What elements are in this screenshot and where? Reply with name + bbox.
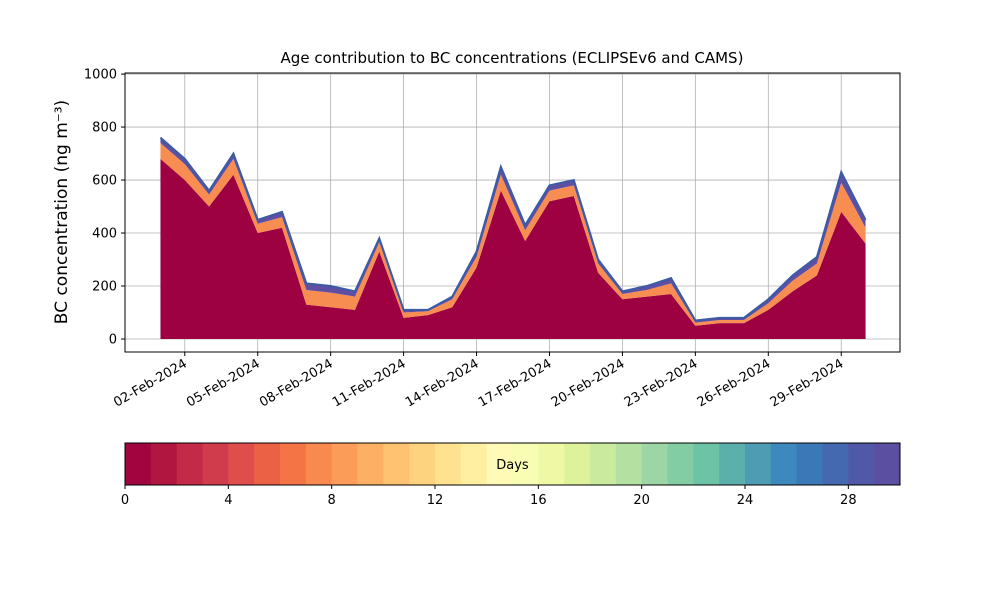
x-tick-label: 17-Feb-2024 bbox=[476, 356, 555, 410]
x-tick-label: 23-Feb-2024 bbox=[622, 356, 701, 410]
x-tick-label: 02-Feb-2024 bbox=[111, 356, 190, 410]
colorbar-swatch bbox=[770, 443, 798, 485]
colorbar-swatch bbox=[254, 443, 281, 485]
colorbar-tick-label: 4 bbox=[224, 493, 232, 508]
y-tick-label: 400 bbox=[92, 227, 117, 242]
colorbar-tick-label: 0 bbox=[121, 493, 129, 508]
colorbar-swatch bbox=[693, 443, 720, 485]
plot-frame bbox=[124, 72, 901, 353]
x-tick-label: 29-Feb-2024 bbox=[768, 356, 847, 410]
colorbar-swatch bbox=[280, 443, 307, 485]
colorbar-swatch bbox=[590, 443, 617, 485]
colorbar-swatch bbox=[848, 443, 875, 485]
colorbar-swatch bbox=[538, 443, 565, 485]
colorbar-tick-label: 20 bbox=[633, 493, 650, 508]
colorbar-swatch bbox=[512, 443, 539, 485]
colorbar-swatch bbox=[564, 443, 591, 485]
colorbar-swatch bbox=[305, 443, 333, 485]
colorbar-swatch bbox=[796, 443, 823, 485]
colorbar-swatch bbox=[202, 443, 229, 485]
total-outline bbox=[159, 136, 867, 322]
colorbar-swatch bbox=[150, 443, 178, 485]
colorbar-frame bbox=[124, 442, 901, 486]
colorbar-swatch bbox=[745, 443, 772, 485]
colorbar-tick-label: 24 bbox=[737, 493, 754, 508]
colorbar-swatch bbox=[176, 443, 203, 485]
colorbar-swatch bbox=[409, 443, 436, 485]
colorbar-swatch bbox=[228, 443, 255, 485]
colorbar-swatch bbox=[667, 443, 694, 485]
colorbar-swatch bbox=[383, 443, 410, 485]
x-tick-label: 20-Feb-2024 bbox=[549, 356, 628, 410]
colorbar-tick-label: 16 bbox=[530, 493, 547, 508]
y-tick-label: 600 bbox=[92, 174, 117, 189]
colorbar-label: Days bbox=[496, 458, 529, 473]
colorbar-swatch bbox=[435, 443, 462, 485]
x-tick-label: 26-Feb-2024 bbox=[695, 356, 774, 410]
colorbar-swatch bbox=[719, 443, 746, 485]
y-tick-label: 1000 bbox=[84, 68, 117, 83]
x-tick-label: 05-Feb-2024 bbox=[184, 356, 263, 410]
x-tick-label: 08-Feb-2024 bbox=[257, 356, 336, 410]
colorbar-tick-label: 8 bbox=[328, 493, 336, 508]
colorbar-swatch bbox=[641, 443, 668, 485]
y-tick-label: 800 bbox=[92, 121, 117, 136]
colorbar-swatch bbox=[822, 443, 849, 485]
colorbar-swatch bbox=[486, 443, 513, 485]
colorbar-swatch bbox=[615, 443, 643, 485]
area-layer bbox=[160, 158, 866, 340]
chart-title: Age contribution to BC concentrations (E… bbox=[281, 49, 744, 67]
y-tick-label: 200 bbox=[92, 280, 117, 295]
y-tick-label: 0 bbox=[109, 333, 117, 348]
x-tick-label: 14-Feb-2024 bbox=[403, 356, 482, 410]
x-tick-label: 11-Feb-2024 bbox=[330, 356, 409, 410]
colorbar-swatch bbox=[125, 443, 152, 485]
colorbar-swatch bbox=[460, 443, 488, 485]
colorbar-swatch bbox=[357, 443, 384, 485]
colorbar-tick-label: 28 bbox=[840, 493, 857, 508]
y-axis-label: BC concentration (ng m⁻³) bbox=[52, 100, 72, 324]
colorbar-swatch bbox=[331, 443, 358, 485]
colorbar-tick-label: 12 bbox=[427, 493, 444, 508]
colorbar-swatch bbox=[874, 443, 901, 485]
